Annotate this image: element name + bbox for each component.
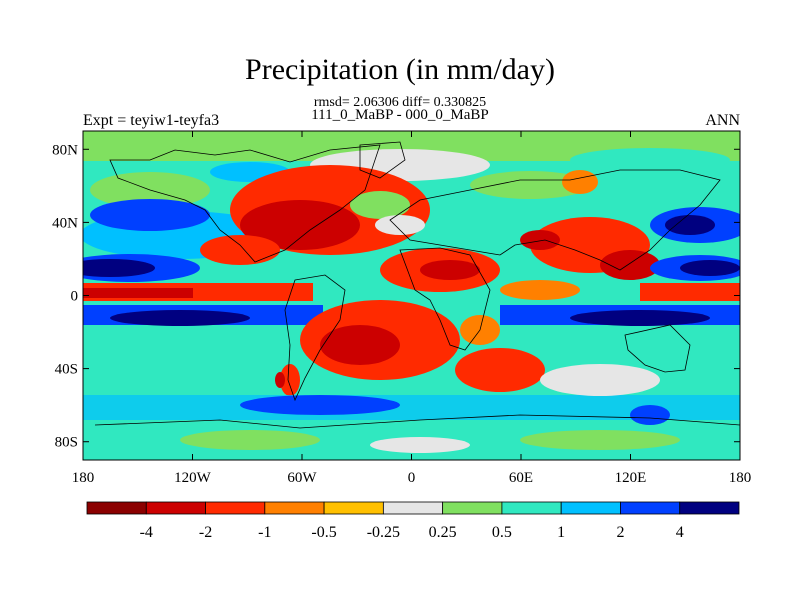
colorbar-level-label: 0.25: [429, 524, 457, 541]
subtitle: 111_0_MaBP - 000_0_MaBP: [311, 107, 489, 123]
colorbar-box: [145, 501, 206, 515]
colorbar-level-label: -2: [199, 524, 212, 541]
colorbar-level-label: 4: [676, 524, 684, 541]
lon-tick-label: 120W: [174, 470, 212, 486]
season-label: ANN: [705, 112, 740, 129]
colorbar-level-label: -0.25: [367, 524, 400, 541]
stats-label: rmsd= 2.06306 diff= 0.330825: [313, 95, 487, 110]
colorbar-level-label: -0.5: [311, 524, 336, 541]
colorbar-box: [679, 501, 740, 515]
coastlines: [94, 141, 740, 429]
colorbar-box: [620, 501, 681, 515]
lon-tick-label: 180: [729, 470, 752, 486]
lat-tick-label: 80N: [52, 142, 78, 158]
map-title: Precipitation (in mm/day): [245, 53, 555, 86]
colorbar-box: [501, 501, 562, 515]
lon-tick-label: 0: [408, 470, 416, 486]
lat-tick-label: 0: [71, 289, 79, 305]
lat-tick-label: 40N: [52, 215, 78, 231]
colorbar-labels: -4 -2 -1 -0.5 -0.25 0.25 0.5 1 2 4: [140, 524, 684, 541]
colorbar-box: [86, 501, 147, 515]
colorbar-level-label: 1: [557, 524, 565, 541]
colorbar-level-label: -4: [140, 524, 153, 541]
colorbar-box: [264, 501, 325, 515]
colorbar-box: [560, 501, 621, 515]
colorbar-level-label: -1: [258, 524, 271, 541]
lon-tick-label: 60W: [287, 470, 317, 486]
lon-tick-label: 180: [72, 470, 95, 486]
lon-tick-label: 60E: [509, 470, 533, 486]
lat-tick-label: 40S: [55, 362, 78, 378]
colorbar-level-label: 0.5: [492, 524, 512, 541]
colorbar-level-label: 2: [616, 524, 624, 541]
lon-tick-label: 120E: [615, 470, 647, 486]
colorbar-box: [442, 501, 503, 515]
colorbar-box: [382, 501, 444, 515]
lat-tick-label: 80S: [55, 435, 78, 451]
colorbar-box: [205, 501, 266, 515]
experiment-label: Expt = teyiw1-teyfa3: [83, 112, 220, 129]
axis-ticks: 180 120W 60W 0 60E 120E 180 80N 40N 0 40S 80S: [52, 131, 751, 486]
colorbar-box: [323, 501, 384, 515]
colorbar-boxes: [86, 501, 740, 515]
